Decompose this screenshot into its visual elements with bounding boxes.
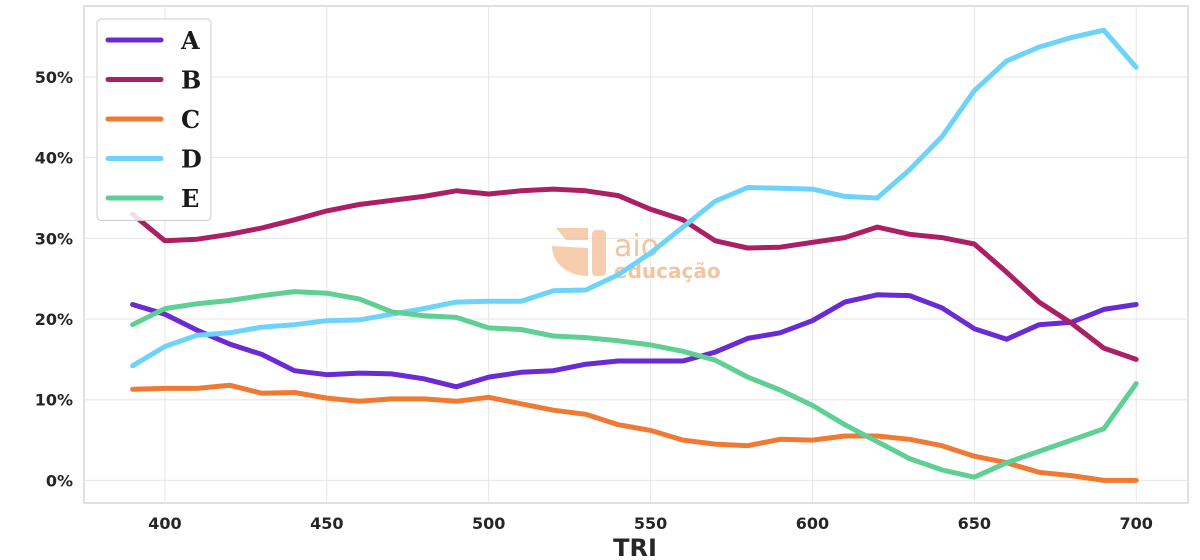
x-tick-label: 600 [796, 514, 829, 533]
y-tick-label: 20% [35, 310, 73, 329]
x-tick-label: 400 [148, 514, 181, 533]
watermark: aio educação [552, 228, 721, 283]
series-line-d [130, 27, 1139, 369]
series-layer [130, 27, 1139, 483]
watermark-line2: educação [614, 259, 721, 283]
axis-layer: 400 450 500 550 600 650 700 0% 10% 20% 30% 40% 50% [35, 68, 1153, 533]
legend-label-e: E [181, 184, 199, 213]
y-tick-label: 0% [46, 471, 73, 490]
legend-label-d: D [181, 145, 202, 174]
legend-label-a: A [180, 26, 200, 55]
y-tick-label: 30% [35, 229, 73, 248]
x-tick-label: 700 [1119, 514, 1152, 533]
grid-layer [83, 5, 1189, 504]
series-line-e [130, 289, 1139, 480]
series-line-c [130, 382, 1139, 483]
x-tick-label: 450 [310, 514, 343, 533]
y-tick-label: 40% [35, 149, 73, 168]
x-tick-label: 500 [472, 514, 505, 533]
legend-label-b: B [181, 66, 201, 95]
y-tick-label: 50% [35, 68, 73, 87]
plot-frame [83, 5, 1189, 504]
watermark-logo-icon [552, 228, 606, 276]
watermark-line1: aio [614, 229, 659, 264]
legend-label-c: C [181, 105, 200, 134]
y-tick-label: 10% [35, 391, 73, 410]
x-axis-title: TRI [613, 534, 657, 560]
x-tick-label: 650 [958, 514, 991, 533]
series-line-a [130, 292, 1139, 390]
x-tick-label: 550 [634, 514, 667, 533]
series-line-b [130, 186, 1139, 362]
